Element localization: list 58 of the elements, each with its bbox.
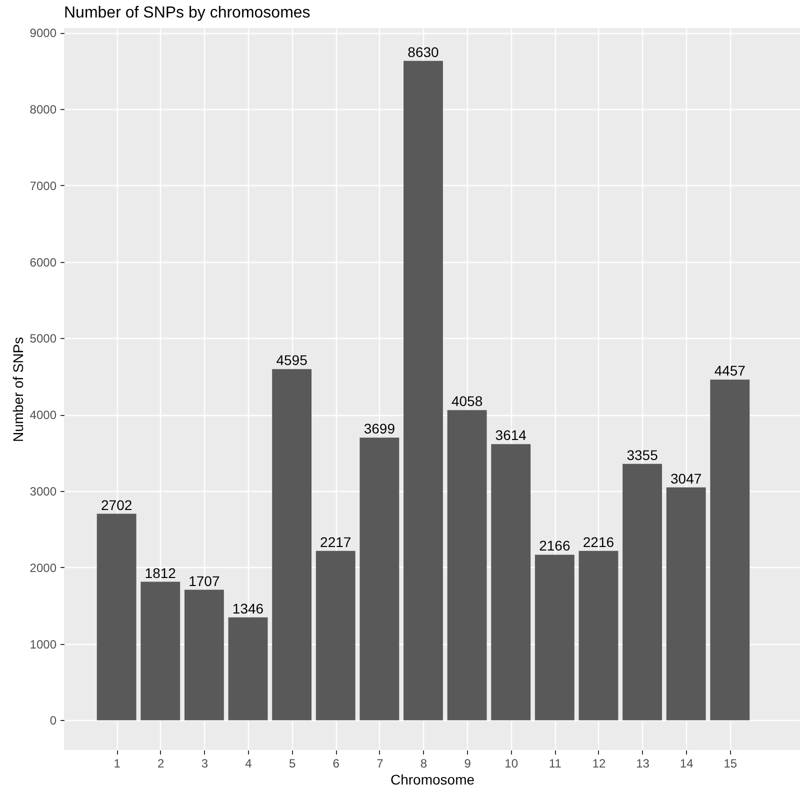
data-label: 4457: [714, 362, 746, 379]
data-label: 8630: [408, 44, 440, 60]
data-label: 1812: [144, 564, 176, 581]
data-label: 2216: [582, 534, 614, 550]
bar: [96, 514, 136, 720]
bar: [228, 617, 268, 720]
bar: [578, 550, 618, 720]
x-tick-label: 14: [680, 756, 694, 770]
x-tick-label: 10: [504, 756, 518, 770]
y-tick-label: 2000: [30, 560, 57, 575]
x-tick-label: 2: [158, 756, 165, 770]
y-tick-label: 7000: [30, 178, 57, 193]
y-tick-label: 8000: [30, 102, 57, 116]
data-label: 3699: [364, 420, 396, 437]
y-tick-label: 6000: [30, 255, 57, 270]
data-label: 1707: [188, 572, 220, 589]
y-tick-label: 3000: [30, 484, 57, 498]
data-label: 2217: [320, 534, 352, 550]
bar: [447, 410, 487, 720]
data-label: 1346: [232, 600, 264, 616]
bar: [316, 550, 356, 720]
x-tick-label: 3: [201, 756, 208, 770]
x-tick-label: 4: [245, 756, 252, 770]
x-tick-label: 12: [592, 756, 606, 770]
bar: [140, 582, 180, 720]
x-tick-label: 6: [332, 756, 340, 770]
y-tick-label: 1000: [30, 637, 57, 652]
data-label: 2702: [100, 496, 132, 513]
bar: [184, 590, 224, 720]
y-tick-label: 9000: [30, 26, 57, 40]
bar: [491, 444, 531, 720]
x-axis-title: Chromosome: [390, 772, 475, 788]
bar: [404, 60, 443, 720]
x-tick-label: 1: [114, 756, 121, 770]
bar: [360, 438, 400, 720]
x-tick-label: 13: [636, 756, 650, 770]
data-label: 3355: [626, 446, 658, 463]
x-tick-label: 15: [724, 756, 738, 770]
chart-title: Number of SNPs by chromosomes: [64, 4, 310, 22]
x-tick-label: 8: [420, 756, 428, 770]
bar: [666, 487, 706, 720]
data-label: 3047: [670, 470, 702, 486]
y-tick-label: 5000: [30, 332, 57, 346]
data-label: 4058: [451, 393, 483, 410]
x-tick-label: 11: [548, 756, 562, 770]
data-label: 3614: [495, 427, 527, 444]
bar: [622, 464, 662, 720]
bar: [272, 369, 312, 720]
y-tick-label: 4000: [30, 408, 57, 422]
bar: [710, 380, 750, 720]
data-label: 4595: [276, 352, 308, 368]
x-tick-label: 7: [376, 756, 384, 770]
x-tick-label: 5: [288, 756, 296, 770]
bar: [534, 554, 574, 720]
y-tick-label: 0: [50, 714, 57, 728]
data-label: 2166: [539, 538, 570, 554]
y-axis-title: Number of SNPs: [10, 336, 26, 442]
x-tick-label: 9: [464, 756, 472, 770]
